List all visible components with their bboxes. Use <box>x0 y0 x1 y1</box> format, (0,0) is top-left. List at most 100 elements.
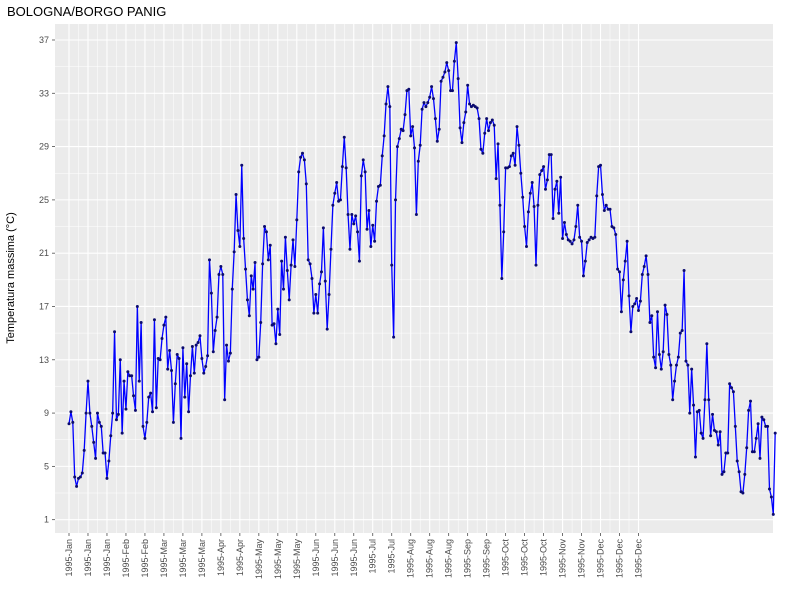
data-point <box>644 254 648 258</box>
data-point <box>433 117 437 121</box>
data-point <box>439 79 443 83</box>
x-tick-label: 1995-Jan <box>83 539 93 577</box>
data-point <box>673 379 677 383</box>
data-point <box>481 151 485 155</box>
data-point <box>595 194 599 198</box>
data-point <box>568 239 572 243</box>
data-point <box>733 424 737 428</box>
x-tick-label: 1995-Jul <box>368 539 378 574</box>
data-point <box>528 191 532 195</box>
data-point <box>576 203 580 207</box>
data-point <box>75 484 79 488</box>
data-point <box>599 163 603 167</box>
data-point <box>646 273 650 276</box>
data-point <box>308 262 312 266</box>
data-point <box>692 403 696 407</box>
data-point <box>348 247 352 251</box>
data-point <box>139 320 143 324</box>
data-point <box>703 398 707 402</box>
data-point <box>697 408 701 412</box>
y-tick-label: 9 <box>44 408 49 418</box>
data-point <box>674 363 678 367</box>
data-point <box>616 267 620 271</box>
x-tick-label: 1995-Jun <box>349 539 359 577</box>
data-point <box>177 356 181 360</box>
data-point <box>367 209 371 213</box>
data-point <box>485 117 489 121</box>
data-point <box>94 456 98 460</box>
data-point <box>534 263 538 267</box>
data-point <box>769 495 773 499</box>
data-point <box>329 247 333 251</box>
x-tick-label: 1995-Aug <box>444 539 454 578</box>
gridlines <box>55 24 773 533</box>
data-point <box>621 278 625 282</box>
data-point <box>684 359 688 363</box>
data-points <box>67 41 777 516</box>
data-point <box>623 259 627 263</box>
data-point <box>521 195 525 199</box>
x-tick-label: 1995-Oct <box>520 539 530 577</box>
data-point <box>578 235 582 239</box>
data-point <box>88 411 92 415</box>
data-point <box>187 410 191 414</box>
data-point <box>99 424 103 428</box>
data-point <box>190 344 194 348</box>
x-tick-label: 1995-Dec <box>634 539 644 579</box>
data-point <box>335 181 339 185</box>
data-point <box>276 307 280 311</box>
data-point <box>147 395 151 399</box>
y-axis-label: Temperatura massima (°C) <box>5 212 17 344</box>
data-point <box>397 137 401 141</box>
chart-title: BOLOGNA/BORGO PANIG <box>7 4 166 19</box>
data-point <box>206 354 210 358</box>
data-point <box>637 308 641 312</box>
data-point <box>266 258 270 262</box>
data-point <box>394 198 398 202</box>
data-point <box>314 292 318 296</box>
data-point <box>699 431 703 435</box>
data-point <box>228 351 232 355</box>
data-point <box>120 431 124 435</box>
data-point <box>388 105 392 109</box>
data-point <box>230 287 234 291</box>
data-point <box>170 368 174 372</box>
data-point <box>678 331 682 335</box>
data-point <box>722 470 726 474</box>
data-point <box>580 239 584 243</box>
data-point <box>333 191 337 195</box>
data-point <box>215 315 219 319</box>
data-point <box>263 225 267 229</box>
data-point <box>667 352 671 356</box>
data-point <box>171 420 175 424</box>
data-point <box>95 411 99 415</box>
data-point <box>760 415 764 419</box>
data-point <box>538 173 542 177</box>
data-point <box>752 450 756 454</box>
data-point <box>492 123 496 127</box>
data-point <box>291 238 295 242</box>
data-point <box>245 298 249 302</box>
data-point <box>164 315 168 319</box>
data-point <box>380 154 384 158</box>
data-point <box>242 237 246 241</box>
data-point <box>247 314 251 318</box>
data-point <box>137 379 141 383</box>
data-point <box>73 475 77 479</box>
data-point <box>731 390 735 394</box>
data-point <box>253 261 257 265</box>
data-point <box>132 394 136 398</box>
data-point <box>183 395 187 399</box>
data-point <box>225 343 229 347</box>
data-point <box>264 230 268 234</box>
data-point <box>414 213 418 217</box>
data-point <box>251 287 255 291</box>
data-point <box>194 343 198 347</box>
data-point <box>357 259 361 263</box>
data-point <box>716 443 720 447</box>
y-tick-label: 33 <box>39 88 49 98</box>
data-point <box>629 330 633 334</box>
data-point <box>701 436 705 440</box>
data-point <box>728 382 732 386</box>
data-point <box>392 335 396 339</box>
